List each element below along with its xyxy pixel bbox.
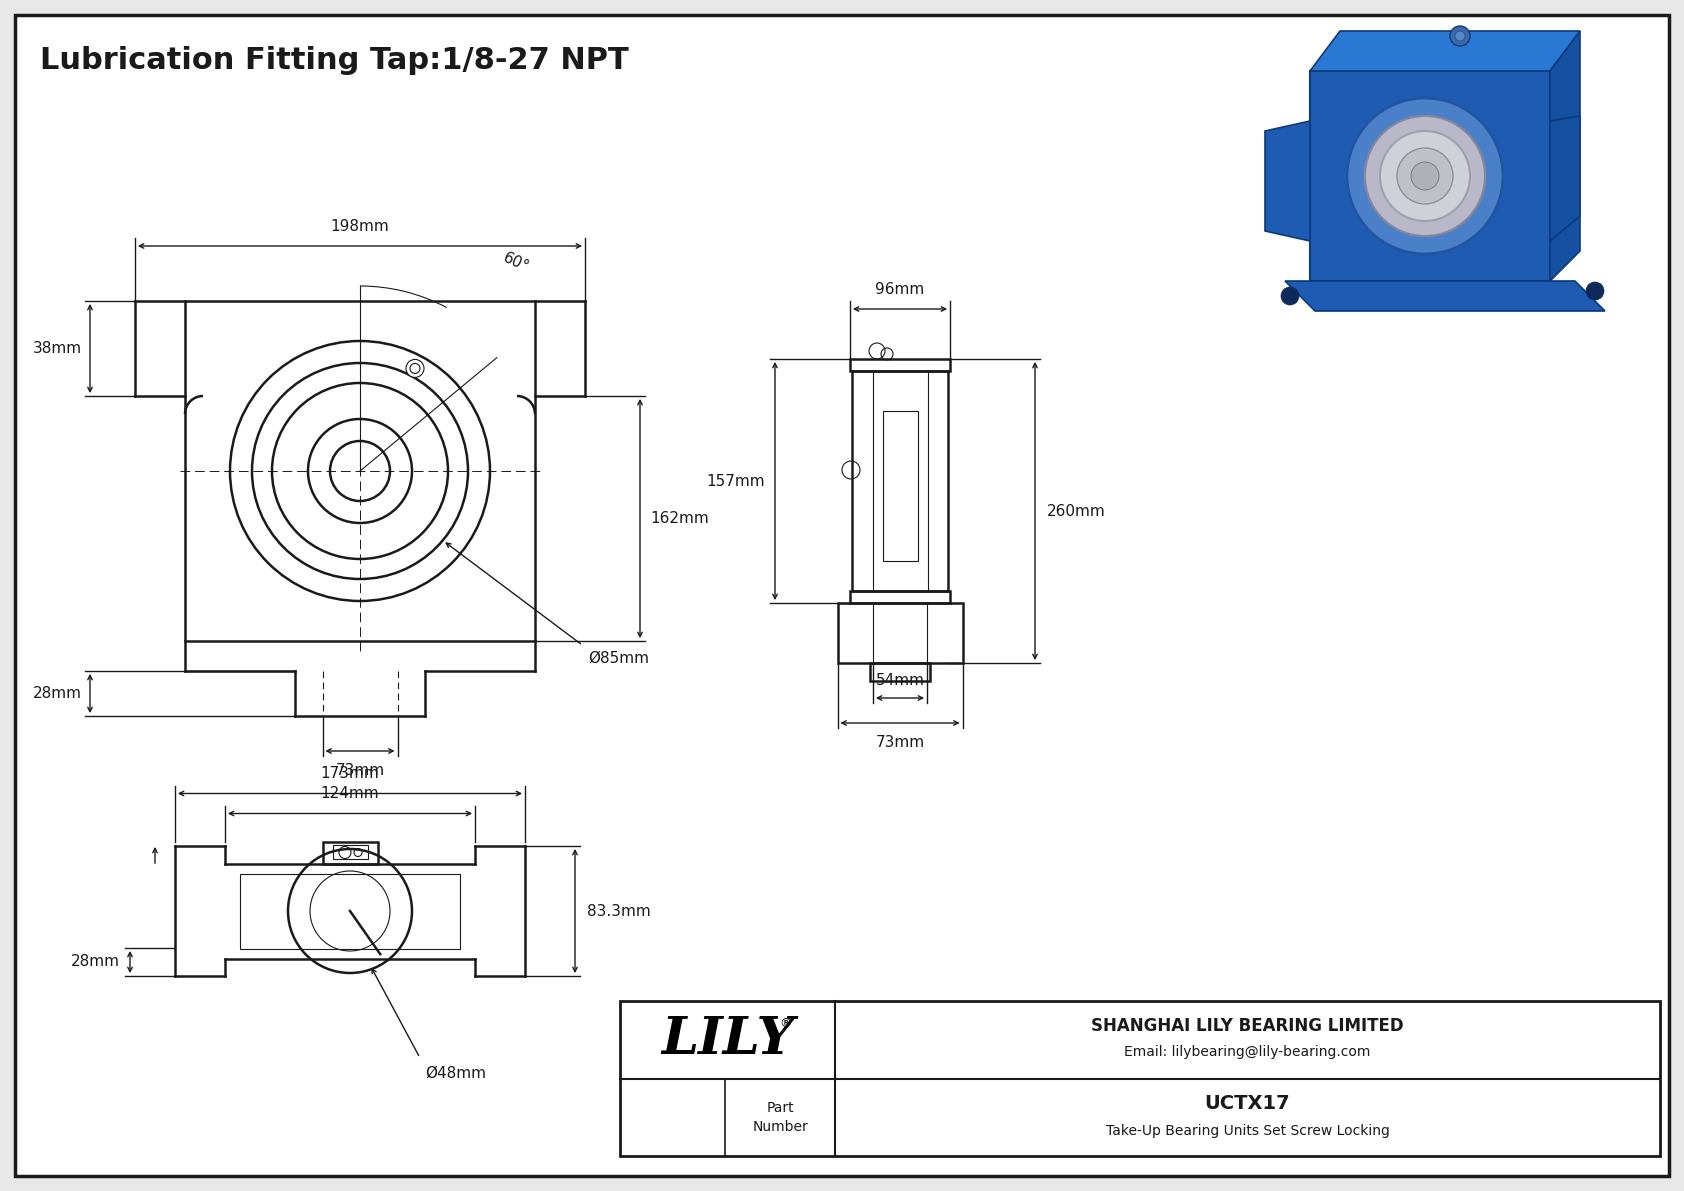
Bar xyxy=(850,591,950,603)
Polygon shape xyxy=(1310,31,1580,71)
Text: 157mm: 157mm xyxy=(706,474,765,488)
Text: UCTX17: UCTX17 xyxy=(1204,1093,1290,1112)
Text: 60°: 60° xyxy=(500,250,532,275)
Text: Ø85mm: Ø85mm xyxy=(588,650,648,666)
Text: 73mm: 73mm xyxy=(876,735,925,750)
Bar xyxy=(332,844,367,859)
Text: 124mm: 124mm xyxy=(320,786,379,802)
Circle shape xyxy=(1411,162,1440,191)
Bar xyxy=(620,1000,1660,1156)
Text: 38mm: 38mm xyxy=(34,341,83,356)
Polygon shape xyxy=(1285,281,1605,311)
Bar xyxy=(241,873,460,948)
Circle shape xyxy=(1455,31,1465,40)
Text: LILY: LILY xyxy=(660,1015,795,1065)
Circle shape xyxy=(1347,98,1504,254)
Polygon shape xyxy=(1549,116,1580,241)
Bar xyxy=(323,842,377,863)
Text: 83.3mm: 83.3mm xyxy=(588,904,650,918)
Text: 28mm: 28mm xyxy=(71,954,120,969)
Text: 73mm: 73mm xyxy=(335,763,384,778)
Text: Ø48mm: Ø48mm xyxy=(424,1066,487,1081)
Circle shape xyxy=(1398,148,1453,204)
Bar xyxy=(871,663,930,681)
Text: Lubrication Fitting Tap:1/8-27 NPT: Lubrication Fitting Tap:1/8-27 NPT xyxy=(40,46,628,75)
Text: 260mm: 260mm xyxy=(1047,504,1106,518)
Text: 198mm: 198mm xyxy=(330,219,389,233)
Text: 54mm: 54mm xyxy=(876,673,925,688)
Text: Part
Number: Part Number xyxy=(753,1100,808,1134)
Text: 96mm: 96mm xyxy=(876,282,925,297)
Circle shape xyxy=(1379,131,1470,222)
Circle shape xyxy=(1282,287,1298,305)
Text: ®: ® xyxy=(780,1017,791,1030)
Polygon shape xyxy=(1549,31,1580,281)
Circle shape xyxy=(406,360,424,378)
Polygon shape xyxy=(1265,121,1310,241)
Bar xyxy=(185,301,536,641)
Bar xyxy=(837,603,963,663)
Bar xyxy=(1310,71,1549,281)
Circle shape xyxy=(1366,116,1485,236)
Circle shape xyxy=(1450,26,1470,46)
Bar xyxy=(850,358,950,372)
Text: Email: lilybearing@lily-bearing.com: Email: lilybearing@lily-bearing.com xyxy=(1125,1045,1371,1059)
Text: 162mm: 162mm xyxy=(650,511,709,526)
Text: 28mm: 28mm xyxy=(34,686,83,701)
Text: 173mm: 173mm xyxy=(320,767,379,781)
Bar xyxy=(852,372,948,591)
Circle shape xyxy=(1586,282,1603,300)
Text: Take-Up Bearing Units Set Screw Locking: Take-Up Bearing Units Set Screw Locking xyxy=(1106,1124,1389,1139)
Text: SHANGHAI LILY BEARING LIMITED: SHANGHAI LILY BEARING LIMITED xyxy=(1091,1017,1404,1035)
Bar xyxy=(882,411,918,561)
